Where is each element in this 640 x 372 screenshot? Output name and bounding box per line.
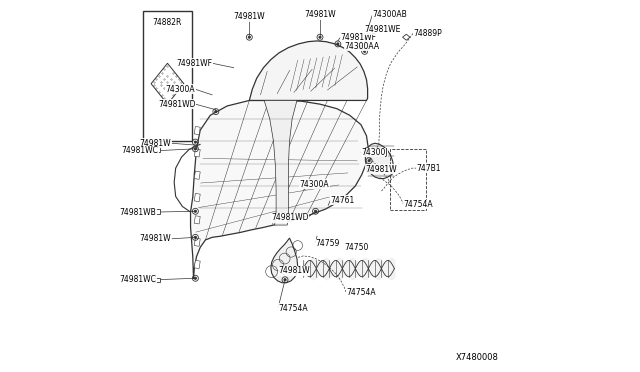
Text: 74750: 74750	[344, 243, 369, 252]
Text: 74761: 74761	[330, 196, 355, 205]
Text: 74882R: 74882R	[153, 18, 182, 27]
Circle shape	[365, 150, 368, 152]
Text: 74981W: 74981W	[140, 139, 172, 148]
Polygon shape	[264, 100, 297, 225]
Polygon shape	[191, 100, 369, 279]
Circle shape	[195, 210, 196, 212]
Circle shape	[368, 160, 370, 162]
Circle shape	[284, 279, 286, 281]
Circle shape	[248, 36, 250, 38]
Text: 74754A: 74754A	[346, 288, 376, 296]
Polygon shape	[250, 41, 367, 100]
Circle shape	[195, 236, 196, 238]
Circle shape	[195, 148, 196, 150]
Text: 74981WF: 74981WF	[176, 59, 212, 68]
Bar	[143, 11, 191, 141]
Text: 74300A: 74300A	[166, 85, 195, 94]
Polygon shape	[195, 126, 200, 135]
Text: 74300AA: 74300AA	[344, 42, 380, 51]
Text: 74981WF: 74981WF	[340, 33, 376, 42]
Polygon shape	[195, 149, 200, 157]
Circle shape	[364, 50, 365, 52]
Text: 74759: 74759	[316, 239, 340, 248]
Text: 74981W: 74981W	[278, 266, 310, 275]
Circle shape	[195, 141, 196, 143]
Circle shape	[359, 45, 362, 47]
Polygon shape	[403, 34, 410, 40]
Text: 74300A: 74300A	[300, 180, 329, 189]
Text: 74300AB: 74300AB	[372, 10, 407, 19]
Text: 74981W: 74981W	[304, 10, 336, 19]
Circle shape	[319, 36, 321, 38]
Polygon shape	[365, 143, 394, 179]
Text: 74754A: 74754A	[278, 304, 308, 312]
Bar	[152, 209, 161, 214]
Polygon shape	[151, 63, 184, 104]
Text: 74981W: 74981W	[234, 12, 265, 21]
Polygon shape	[195, 171, 200, 179]
Bar	[390, 149, 426, 210]
Polygon shape	[195, 193, 200, 202]
Polygon shape	[195, 260, 200, 269]
Polygon shape	[195, 216, 200, 224]
Text: 74889P: 74889P	[413, 29, 442, 38]
Text: 747B1: 747B1	[417, 164, 441, 173]
Circle shape	[337, 43, 339, 45]
Circle shape	[314, 210, 317, 212]
Text: 74981WD: 74981WD	[158, 100, 195, 109]
Text: 74981WD: 74981WD	[271, 213, 309, 222]
Text: 74300J: 74300J	[361, 148, 388, 157]
Text: 74981WC: 74981WC	[120, 275, 156, 284]
Text: 74981WC: 74981WC	[122, 146, 158, 155]
Polygon shape	[271, 238, 298, 283]
Text: 74981WE: 74981WE	[365, 25, 401, 34]
Circle shape	[195, 277, 196, 279]
Bar	[152, 278, 161, 282]
Text: 74981WB: 74981WB	[120, 208, 156, 217]
Bar	[152, 147, 161, 152]
Text: 74754A: 74754A	[404, 200, 433, 209]
Text: X7480008: X7480008	[456, 353, 499, 362]
Text: 74981W: 74981W	[140, 234, 172, 243]
Polygon shape	[195, 238, 200, 246]
Circle shape	[368, 169, 370, 171]
Text: 74981W: 74981W	[365, 165, 397, 174]
Circle shape	[215, 110, 217, 113]
